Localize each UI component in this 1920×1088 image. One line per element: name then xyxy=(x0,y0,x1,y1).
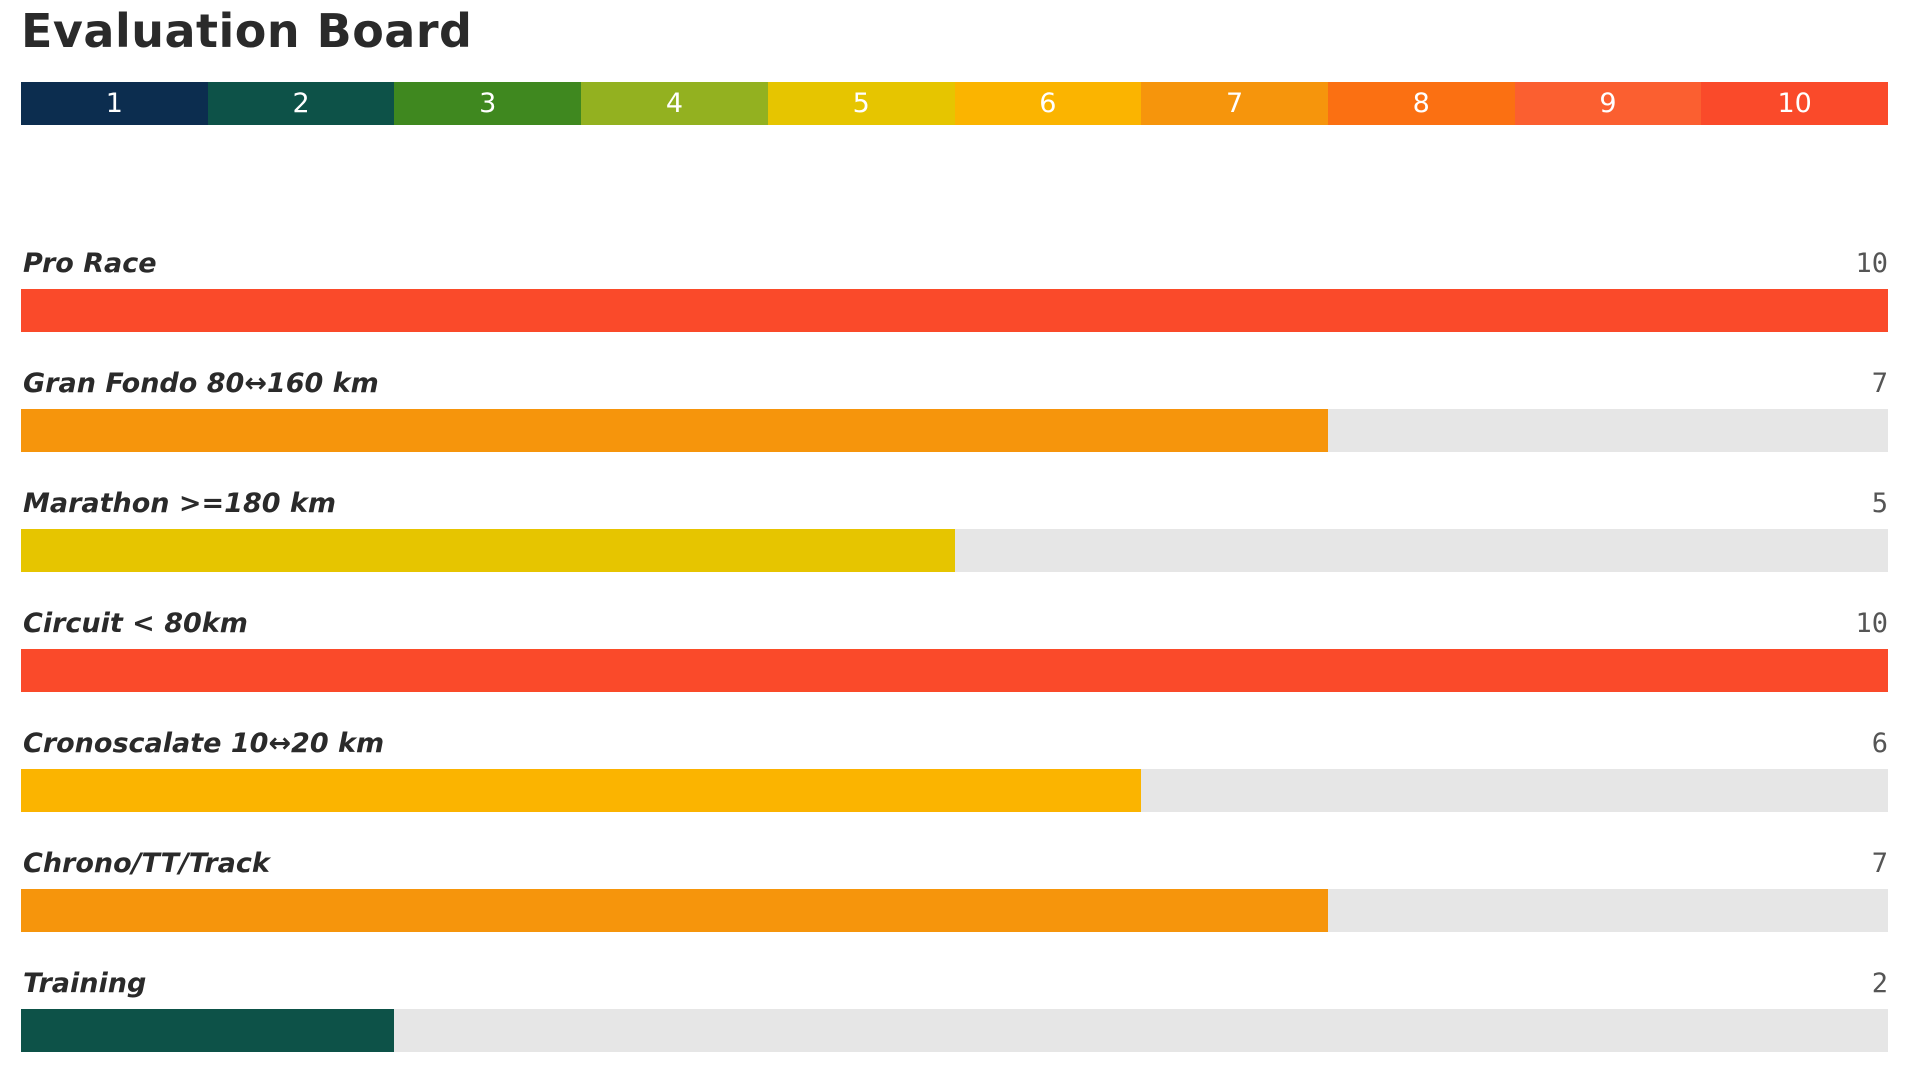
rating-label: Cronoscalate 10↔20 km xyxy=(23,728,385,759)
scale-cell-1: 1 xyxy=(21,82,208,125)
rating-row: Marathon >=180 km 5 xyxy=(21,488,1888,608)
rating-track xyxy=(21,289,1888,332)
scale-cell-9: 9 xyxy=(1514,82,1702,125)
rating-score: 10 xyxy=(1855,248,1888,279)
rating-label: Chrono/TT/Track xyxy=(23,848,270,879)
scale-cell-4: 4 xyxy=(581,82,768,125)
rating-score: 5 xyxy=(1871,488,1888,519)
rating-bar xyxy=(21,1009,395,1052)
rating-bar xyxy=(21,529,955,572)
rating-track xyxy=(21,889,1888,932)
scale-cell-7: 7 xyxy=(1141,82,1328,125)
rating-label: Pro Race xyxy=(23,248,157,279)
rating-row: Gran Fondo 80↔160 km 7 xyxy=(21,368,1888,488)
color-scale-legend: 1 2 3 4 5 6 7 8 9 10 xyxy=(21,82,1889,125)
rating-score: 2 xyxy=(1871,968,1888,999)
rating-bars: Pro Race 10 Gran Fondo 80↔160 km 7 Marathon … xyxy=(21,248,1888,1088)
rating-track xyxy=(21,769,1888,812)
rating-label: Marathon >=180 km xyxy=(23,488,337,519)
rating-score: 6 xyxy=(1871,728,1888,759)
rating-track xyxy=(21,1009,1888,1052)
page-title: Evaluation Board xyxy=(21,4,473,58)
rating-bar xyxy=(21,889,1328,932)
rating-bar xyxy=(21,769,1142,812)
rating-label: Training xyxy=(23,968,147,999)
rating-bar xyxy=(21,649,1888,692)
rating-row: Chrono/TT/Track 7 xyxy=(21,848,1888,968)
rating-track xyxy=(21,409,1888,452)
scale-cell-6: 6 xyxy=(954,82,1142,125)
rating-bar xyxy=(21,289,1888,332)
rating-score: 7 xyxy=(1871,368,1888,399)
scale-cell-2: 2 xyxy=(207,82,395,125)
scale-cell-10: 10 xyxy=(1701,82,1889,125)
rating-label: Gran Fondo 80↔160 km xyxy=(23,368,379,399)
rating-score: 7 xyxy=(1871,848,1888,879)
scale-cell-3: 3 xyxy=(394,82,582,125)
scale-cell-8: 8 xyxy=(1327,82,1515,125)
rating-score: 10 xyxy=(1855,608,1888,639)
rating-track xyxy=(21,649,1888,692)
rating-row: Pro Race 10 xyxy=(21,248,1888,368)
scale-cell-5: 5 xyxy=(767,82,955,125)
rating-row: Cronoscalate 10↔20 km 6 xyxy=(21,728,1888,848)
rating-track xyxy=(21,529,1888,572)
rating-row: Training 2 xyxy=(21,968,1888,1088)
rating-label: Circuit < 80km xyxy=(23,608,248,639)
rating-bar xyxy=(21,409,1328,452)
rating-row: Circuit < 80km 10 xyxy=(21,608,1888,728)
